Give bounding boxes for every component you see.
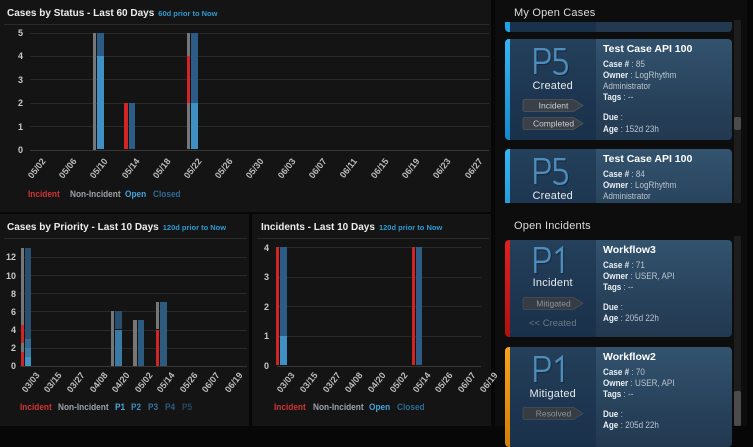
svg-text:Incident: Incident <box>539 100 569 110</box>
svg-text:Resolved: Resolved <box>536 408 572 418</box>
svg-text:Completed: Completed <box>533 118 574 128</box>
svg-text:Mitigated: Mitigated <box>537 298 572 308</box>
